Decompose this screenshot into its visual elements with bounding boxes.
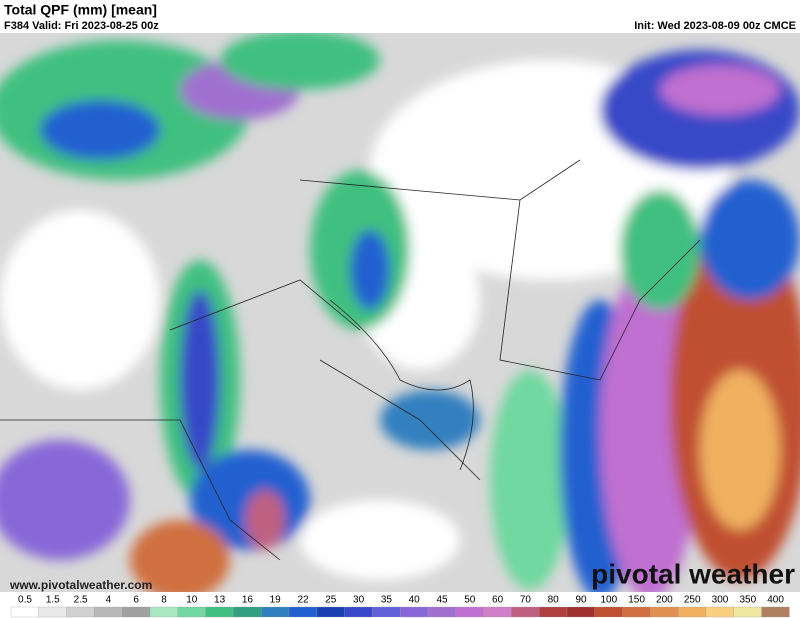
colorbar-label: 90	[575, 595, 587, 606]
colorbar-cell	[10, 606, 39, 618]
colorbar-label: 1.5	[46, 595, 60, 606]
colorbar-cell	[400, 606, 429, 618]
colorbar-label: 19	[270, 595, 282, 606]
colorbar-label: 80	[548, 595, 560, 606]
colorbar-label: 400	[767, 595, 784, 606]
colorbar-label: 300	[712, 595, 729, 606]
colorbar-label: 30	[353, 595, 365, 606]
colorbar-cell	[622, 606, 651, 618]
colorbar-label: 0.5	[18, 595, 32, 606]
colorbar-label: 22	[297, 595, 309, 606]
colorbar-cell	[344, 606, 373, 618]
colorbar-cell	[122, 606, 151, 618]
colorbar-label: 35	[381, 595, 393, 606]
colorbar-label: 40	[409, 595, 421, 606]
colorbar-cell	[650, 606, 679, 618]
colorbar-label: 16	[242, 595, 254, 606]
colorbar-cell	[149, 606, 178, 618]
valid-time: F384 Valid: Fri 2023-08-25 00z	[4, 20, 159, 32]
colorbar-cell	[733, 606, 762, 618]
colorbar-label: 4	[106, 595, 112, 606]
colorbar-label: 8	[161, 595, 167, 606]
watermark-url: www.pivotalweather.com	[9, 578, 152, 592]
colorbar-cell	[455, 606, 484, 618]
watermark-logo: pivotal weather	[591, 558, 795, 589]
colorbar-cell	[372, 606, 401, 618]
precip-field	[0, 33, 800, 592]
colorbar-cell	[261, 606, 290, 618]
colorbar-label: 150	[628, 595, 645, 606]
colorbar-label: 13	[214, 595, 226, 606]
colorbar-label: 250	[684, 595, 701, 606]
colorbar-cell	[177, 606, 206, 618]
colorbar-cell	[761, 606, 790, 618]
map-title: Total QPF (mm) [mean]	[4, 2, 157, 18]
colorbar-cell	[539, 606, 568, 618]
colorbar: 0.5 1.5 2.5 4 6 8 10 13 16 19 22 25 30 35 40 45 50 60 70 80…	[0, 593, 800, 618]
colorbar-label: 200	[656, 595, 673, 606]
colorbar-cell	[205, 606, 234, 618]
colorbar-cell	[511, 606, 540, 618]
colorbar-cell	[678, 606, 707, 618]
colorbar-cell	[566, 606, 595, 618]
colorbar-cell	[38, 606, 67, 618]
colorbar-label: 70	[520, 595, 532, 606]
colorbar-label: 10	[186, 595, 198, 606]
colorbar-cell	[594, 606, 623, 618]
colorbar-cell	[288, 606, 317, 618]
init-time: Init: Wed 2023-08-09 00z CMCE	[634, 20, 796, 32]
colorbar-cell	[316, 606, 345, 618]
colorbar-cell	[94, 606, 123, 618]
colorbar-label: 60	[492, 595, 504, 606]
colorbar-label: 6	[133, 595, 139, 606]
colorbar-cell	[427, 606, 456, 618]
colorbar-cell	[233, 606, 262, 618]
colorbar-cell	[705, 606, 734, 618]
colorbar-label: 50	[464, 595, 476, 606]
colorbar-label: 2.5	[74, 595, 88, 606]
colorbar-label: 25	[325, 595, 337, 606]
colorbar-cell	[483, 606, 512, 618]
colorbar-label: 100	[600, 595, 617, 606]
colorbar-label: 350	[739, 595, 756, 606]
colorbar-label: 45	[436, 595, 448, 606]
colorbar-cell	[66, 606, 95, 618]
